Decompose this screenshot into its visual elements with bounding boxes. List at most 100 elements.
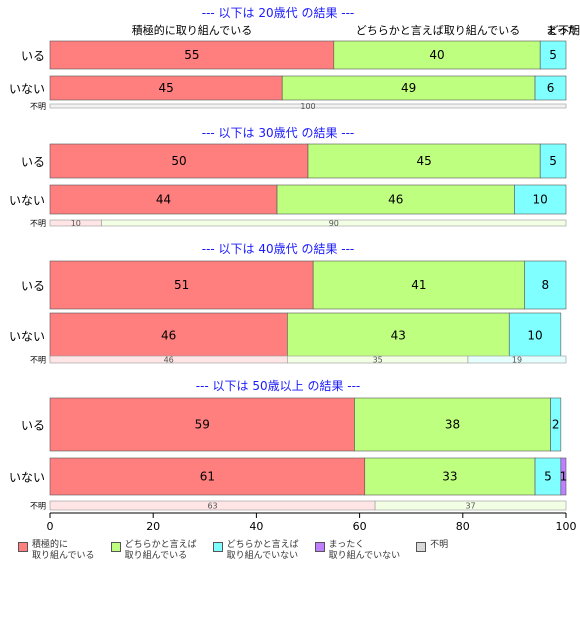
data-label: 10 [71,219,81,228]
legend-swatch [416,542,427,552]
data-label: 6 [547,81,555,95]
data-label: 44 [156,193,171,207]
data-label: 90 [329,219,339,228]
data-label: 37 [465,502,475,511]
x-tick-label: 60 [353,520,367,533]
bar-segment [49,184,278,215]
panel-title: --- 以下は 30歳代 の結果 --- [202,126,355,140]
bar-segment [307,143,541,179]
bar-segment [49,457,366,496]
bar-segment [524,260,567,310]
row-label: いない [9,194,45,208]
data-label: 43 [391,329,406,343]
bar-segment [101,219,567,227]
bar-segment [539,143,567,179]
data-label: 61 [200,470,215,484]
legend-label: どちらかと言えば 取り組んでいない [226,540,299,561]
bar-segment [49,103,567,109]
x-tick-label: 80 [456,520,470,533]
data-label: 8 [542,278,550,292]
bar-segment [281,75,536,101]
data-label: 49 [401,81,416,95]
bar-segment [312,260,526,310]
panel-title: --- 以下は 40歳代 の結果 --- [202,242,355,256]
x-tick-label: 100 [556,520,577,533]
row-label: いる [21,155,45,169]
legend-swatch [18,542,28,552]
legend-swatch [110,542,121,552]
legend-swatch [314,542,325,552]
header-annotation: まった [546,24,579,37]
data-label: 46 [164,356,174,365]
legend-item: まったく 取り組んでいない [314,540,401,562]
bar-segment [276,184,515,215]
bar-segment [467,355,567,364]
data-label: 46 [388,193,403,207]
legend-label: どちらかと言えば 取り組んでいる [124,540,197,561]
data-label: 59 [195,418,210,432]
row-label: 不明 [30,356,46,365]
data-label: 5 [544,470,552,484]
data-label: 41 [411,278,426,292]
legend-item: 積極的に 取り組んでいる [18,540,95,562]
bar-segment [514,184,567,215]
data-label: 45 [158,81,173,95]
data-label: 19 [512,356,522,365]
bar-segment [560,457,567,496]
panel-title: --- 以下は 50歳以上 の結果 --- [196,379,361,393]
bar-segment [364,457,536,496]
data-label: 2 [552,418,560,432]
row-label: いない [9,82,45,96]
bar-segment [49,312,288,359]
legend-item: 不明 [416,540,448,562]
data-label: 5 [549,48,557,62]
legend-item: どちらかと言えば 取り組んでいる [110,540,197,562]
bar-segment [534,75,567,101]
data-label: 38 [445,418,460,432]
bar-segment [354,397,551,452]
bar-segment [49,260,314,310]
x-tick-label: 0 [47,520,54,533]
legend-label: 不明 [430,540,449,550]
bar-segment [49,143,309,179]
header-annotation: 積極的に取り組んでいる [132,23,252,37]
row-label: いる [21,419,45,433]
header-annotation: ど [548,24,559,37]
header-annotation: どちらかと言えば取り組んでいる [356,24,520,37]
data-label: 40 [429,48,444,62]
bar-segment [534,457,562,496]
data-label: 100 [300,102,315,111]
row-label: いない [9,330,45,344]
data-label: 51 [174,278,189,292]
data-label: 46 [161,329,176,343]
bar-segment [508,312,562,359]
x-tick-label: 40 [249,520,263,533]
bar-segment [550,397,562,452]
row-label: 不明 [30,219,46,228]
row-label: 不明 [30,502,46,511]
row-label: 不明 [30,102,46,111]
legend-label: まったく 取り組んでいない [328,540,401,561]
data-label: 35 [373,356,383,365]
header-annotation: 不明 [558,24,580,37]
data-label: 45 [416,154,431,168]
data-label: 33 [442,470,457,484]
data-label: 10 [527,329,542,343]
data-label: 63 [207,502,217,511]
legend-item: どちらかと言えば 取り組んでいない [212,540,299,562]
legend-swatch [212,542,223,552]
bar-segment [374,500,567,511]
bar-segment [333,40,541,70]
data-label: 55 [184,48,199,62]
bar-segment [49,75,283,101]
chart-legend: 積極的に 取り組んでいる どちらかと言えば 取り組んでいる どちらかと言えば 取り組… [18,540,448,562]
x-tick-label: 20 [146,520,160,533]
row-label: いる [21,49,45,63]
data-label: 5 [549,154,557,168]
legend-label: 積極的に 取り組んでいる [32,540,95,561]
panel-title: --- 以下は 20歳代 の結果 --- [202,6,355,20]
data-label: 1 [560,470,568,484]
data-label: 10 [533,193,548,207]
bar-segment [539,40,567,70]
